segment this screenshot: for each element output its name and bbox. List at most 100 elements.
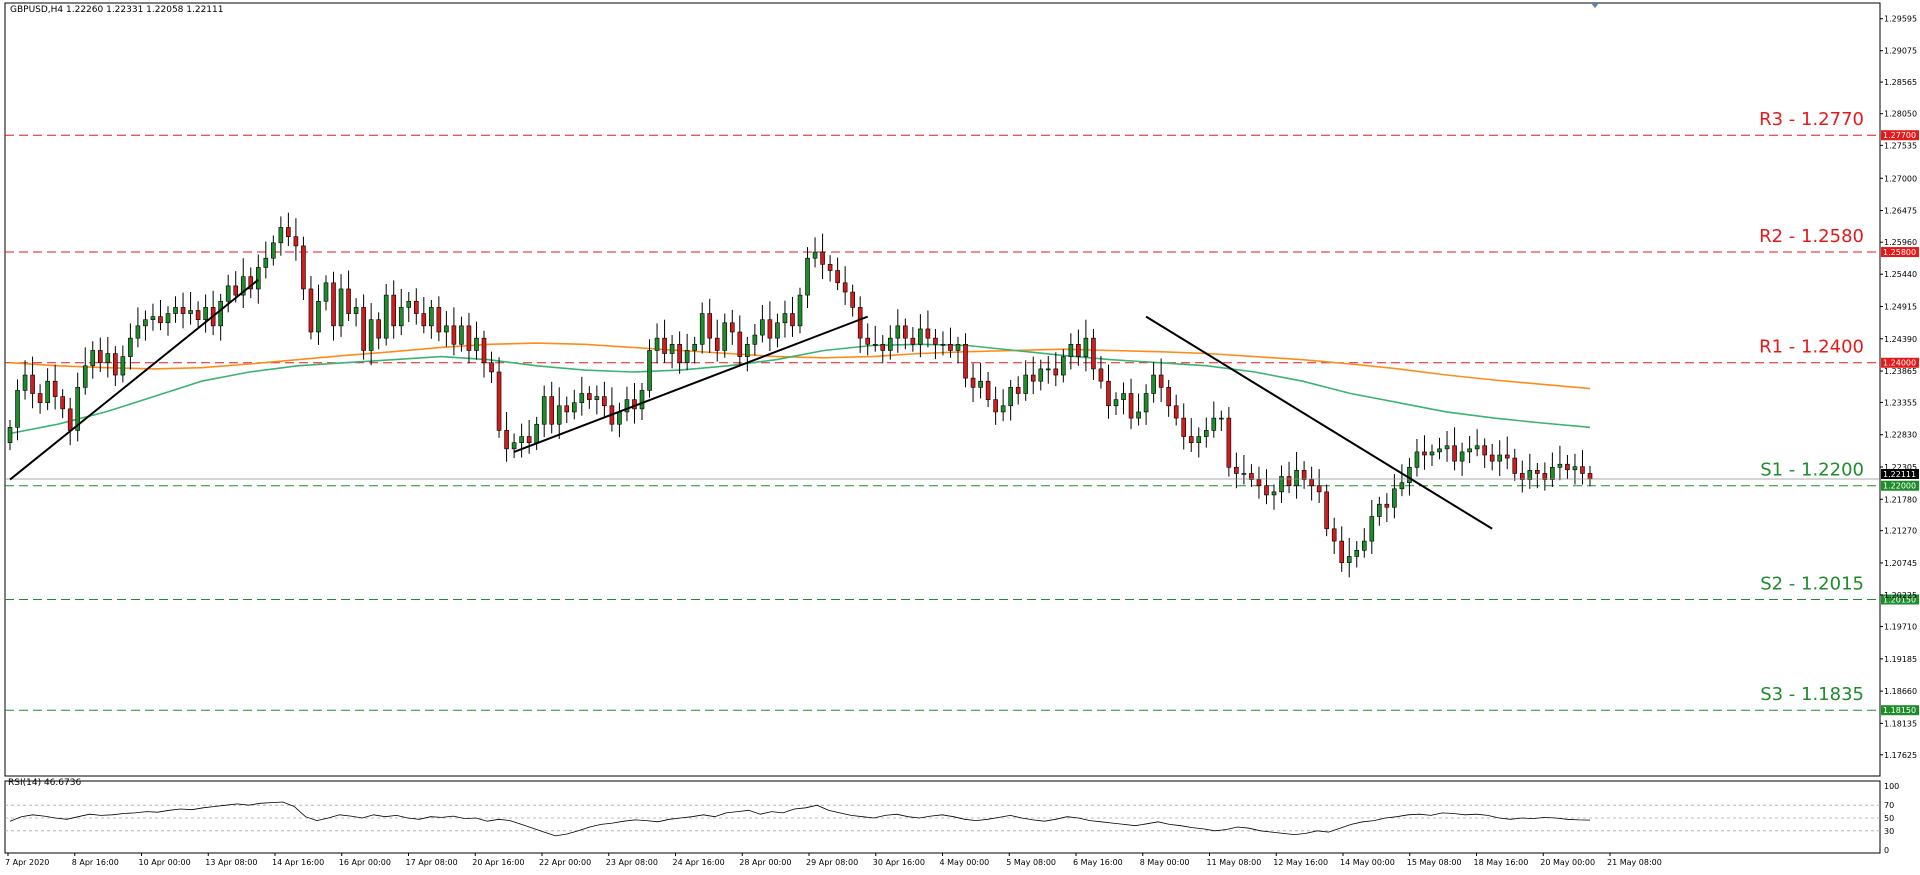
candle-bear (602, 396, 607, 407)
candle-bear (489, 362, 494, 373)
moving-averages (9, 342, 1591, 435)
candle-bull (1121, 393, 1126, 400)
time-tick-label: 20 May 00:00 (1540, 858, 1595, 867)
price-tick-label: 1.23355 (1884, 398, 1917, 407)
candle-bear (1030, 374, 1036, 382)
candle-bear (729, 322, 735, 333)
level-label: R3 - 1.2770 (1759, 109, 1864, 130)
candle-bull (143, 319, 148, 327)
candle-bear (451, 325, 457, 345)
price-tick-label: 1.25440 (1884, 270, 1917, 279)
candle-bear (564, 405, 570, 413)
candle-bull (556, 405, 562, 425)
time-tick-label: 8 Apr 16:00 (72, 858, 119, 867)
level-price-tag-text: 1.18150 (1883, 706, 1916, 715)
time-tick-label: 14 Apr 16:00 (272, 858, 324, 867)
candle-bull (1527, 470, 1533, 480)
price-tick-label: 1.27535 (1884, 141, 1917, 150)
candle-bear (857, 307, 863, 339)
candle-bear (662, 337, 667, 354)
candle-bear (549, 396, 555, 425)
candle-bear (1128, 393, 1134, 419)
candle-bull (1444, 445, 1450, 450)
candle-bear (301, 245, 306, 290)
level-price-tag (1881, 705, 1919, 716)
candle-bull (1203, 430, 1209, 437)
candle-bull (887, 337, 893, 351)
candle-bull (594, 396, 600, 400)
candle-bear (52, 380, 58, 397)
candle-bear (481, 337, 487, 364)
current-price-tag-text: 1.22111 (1883, 470, 1916, 479)
current-price-tag (1881, 468, 1919, 479)
candle-bear (1264, 485, 1269, 496)
candle-bull (775, 322, 780, 339)
candle-bull (1407, 466, 1412, 483)
price-tick-label: 1.21270 (1884, 527, 1917, 536)
candle-bull (1008, 387, 1013, 407)
candle-bear (180, 307, 186, 314)
candle-bear (158, 316, 163, 324)
candle-bear (1309, 479, 1314, 487)
candle-bear (1226, 417, 1232, 468)
candle-bull (368, 319, 374, 351)
candle-bear (1565, 463, 1570, 471)
price-axis: 1.29595 1.29075 1.28565 1.28050 1.27535 1.270… (1880, 15, 1917, 760)
candle-bull (579, 393, 585, 404)
candle-bull (1369, 516, 1375, 542)
candle-bear (835, 270, 840, 284)
candle-bull (1045, 368, 1051, 371)
time-axis: 7 Apr 2020 8 Apr 16:00 10 Apr 00:00 13 Apr … (5, 853, 1662, 867)
candle-bear (850, 291, 855, 308)
candle-bull (1399, 482, 1405, 490)
candle-bear (1256, 479, 1262, 487)
candle-bull (624, 399, 630, 413)
candle-bull (45, 380, 50, 404)
candle-bear (504, 430, 509, 450)
trendline (1145, 315, 1493, 530)
candle-bull (534, 423, 539, 443)
time-tick-label: 16 Apr 00:00 (339, 858, 391, 867)
candle-bear (790, 313, 795, 327)
candle-bear (1181, 417, 1187, 437)
level-label: S3 - 1.1835 (1760, 684, 1864, 705)
time-tick-label: 5 May 08:00 (1006, 858, 1056, 867)
candle-bull (263, 257, 269, 268)
time-tick-label: 13 Apr 08:00 (205, 858, 257, 867)
level-label: R2 - 1.2580 (1759, 226, 1864, 247)
candle-bear (1422, 451, 1427, 456)
candle-bull (1241, 473, 1247, 475)
candle-bull (511, 442, 517, 450)
candle-bear (677, 344, 682, 364)
candle-bull (7, 427, 13, 443)
candle-bull (1196, 436, 1202, 443)
candle-bull (474, 337, 479, 351)
candle-bull (1023, 374, 1029, 394)
time-tick-label: 30 Apr 16:00 (873, 858, 925, 867)
candle-bull (15, 390, 20, 428)
rsi-tick-label: 70 (1884, 801, 1894, 810)
candle-bull (782, 313, 788, 324)
candle-bull (316, 300, 321, 333)
time-tick-label: 11 May 08:00 (1207, 858, 1262, 867)
candle-bull (82, 365, 88, 388)
candle-bull (745, 344, 750, 357)
candle-bull (278, 227, 284, 244)
price-tick-label: 1.26475 (1884, 207, 1917, 216)
candle-bull (1271, 491, 1277, 496)
candle-bear (195, 310, 201, 321)
level-price-tag-text: 1.27700 (1883, 131, 1916, 140)
price-tick-label: 1.22305 (1884, 463, 1917, 472)
candle-bear (248, 276, 254, 290)
level-price-tag (1881, 130, 1919, 141)
candle-bull (173, 307, 178, 314)
price-tick-label: 1.17625 (1884, 751, 1917, 760)
candle-bear (1076, 344, 1081, 357)
price-tick-label: 1.24915 (1884, 302, 1917, 311)
rsi-tick-label: 50 (1884, 814, 1894, 823)
candle-bear (970, 377, 976, 388)
price-tick-label: 1.21780 (1884, 495, 1917, 504)
candle-bear (1452, 445, 1457, 462)
